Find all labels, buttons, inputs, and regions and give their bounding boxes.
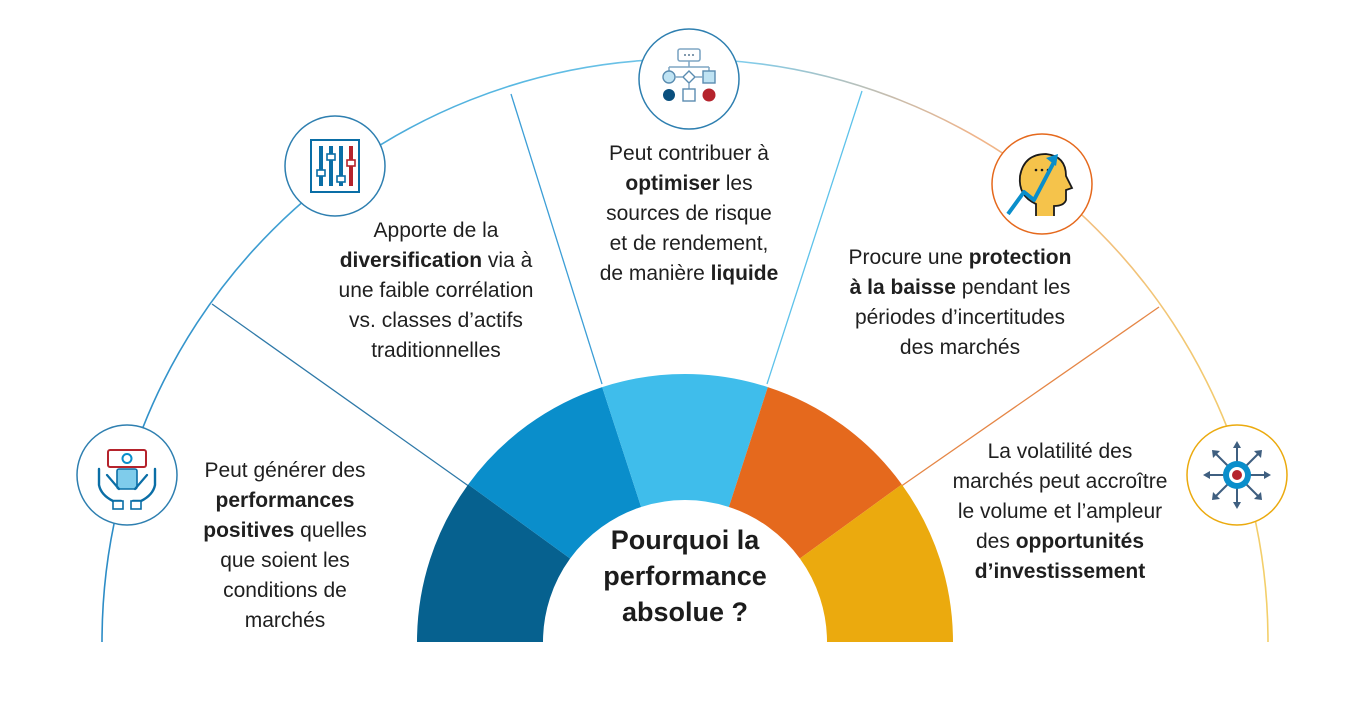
label-optimisation: Peut contribuer à optimiser les sources de… (566, 139, 812, 289)
label-line: sources de risque (566, 199, 812, 229)
donut-segment-protection (728, 387, 902, 559)
donut-segment-opportunites (799, 484, 953, 642)
center-title-line2: performance (603, 561, 767, 591)
center-title-line1: Pourquoi la (610, 525, 760, 555)
label-diversification: Apporte de la diversification via à une fa… (314, 216, 558, 366)
label-line: des marchés (816, 333, 1104, 363)
label-line: que soient les (170, 546, 400, 576)
label-line: d’investissement (920, 557, 1200, 587)
label-line: Peut contribuer à (566, 139, 812, 169)
label-line: à la baisse pendant les (816, 273, 1104, 303)
label-run: que soient les (220, 549, 350, 572)
label-line: périodes d’incertitudes (816, 303, 1104, 333)
label-line: le volume et l’ampleur (920, 497, 1200, 527)
label-line: positives quelles (170, 516, 400, 546)
center-title-line3: absolue ? (621, 597, 749, 627)
label-run: le volume et l’ampleur (957, 500, 1163, 523)
label-run: de manière (599, 262, 711, 285)
label-run: les (719, 172, 753, 195)
center-title: Pourquoi la performance absolue ? (560, 522, 810, 630)
label-bold-run: opportunités (1015, 530, 1145, 553)
label-run: marchés (244, 609, 326, 632)
label-performance: Peut générer des performances positives qu… (170, 456, 400, 636)
donut-segment-diversification (468, 387, 642, 559)
label-protection: Procure une protection à la baisse pendan… (816, 243, 1104, 363)
label-run: une faible corrélation (338, 279, 534, 302)
label-bold-run: optimiser (625, 172, 720, 195)
divider-line-4 (899, 306, 1160, 488)
label-run: conditions de (223, 579, 347, 602)
label-line: optimiser les (566, 169, 812, 199)
divider-line-2 (510, 93, 603, 385)
flowchart-icon (638, 28, 740, 130)
label-line: Peut générer des (170, 456, 400, 486)
donut-segment-optimisation (602, 374, 768, 507)
label-bold-run: d’investissement (974, 560, 1146, 583)
label-bold-run: à la baisse (849, 276, 956, 299)
label-line: vs. classes d’actifs (314, 306, 558, 336)
label-line: Apporte de la (314, 216, 558, 246)
hands-holding-money-icon (76, 424, 178, 526)
label-line: diversification via à (314, 246, 558, 276)
label-run: marchés peut accroître (952, 470, 1168, 493)
label-run: La volatilité des (987, 440, 1133, 463)
label-run: Apporte de la (373, 219, 499, 242)
label-line: conditions de (170, 576, 400, 606)
label-run: pendant les (955, 276, 1071, 299)
donut-segment-performance (417, 484, 571, 642)
equalizer-sliders-icon (284, 115, 386, 217)
label-bold-run: positives (203, 519, 295, 542)
label-bold-run: performances (215, 489, 355, 512)
label-line: marchés peut accroître (920, 467, 1200, 497)
label-line: une faible corrélation (314, 276, 558, 306)
label-run: des marchés (899, 336, 1021, 359)
divider-line-3 (766, 90, 863, 385)
target-arrows-icon (1186, 424, 1288, 526)
label-run: via à (482, 249, 533, 272)
label-run: périodes d’incertitudes (854, 306, 1066, 329)
label-line: marchés (170, 606, 400, 636)
head-growth-arrow-icon (991, 133, 1093, 235)
label-line: et de rendement, (566, 229, 812, 259)
label-line: des opportunités (920, 527, 1200, 557)
label-run: vs. classes d’actifs (349, 309, 523, 332)
label-run: sources de risque (606, 202, 772, 225)
label-bold-run: liquide (710, 262, 779, 285)
label-line: La volatilité des (920, 437, 1200, 467)
label-run: traditionnelles (371, 339, 501, 362)
label-opportunites: La volatilité des marchés peut accroître l… (920, 437, 1200, 587)
label-bold-run: protection (968, 246, 1072, 269)
label-run: quelles (294, 519, 367, 542)
label-line: Procure une protection (816, 243, 1104, 273)
label-run: Procure une (848, 246, 969, 269)
label-line: traditionnelles (314, 336, 558, 366)
label-bold-run: diversification (339, 249, 483, 272)
label-run: et de rendement, (609, 232, 769, 255)
label-run: Peut contribuer à (609, 142, 769, 165)
label-line: de manière liquide (566, 259, 812, 289)
label-line: performances (170, 486, 400, 516)
divider-line-1 (211, 303, 471, 488)
label-run: des (975, 530, 1016, 553)
label-run: Peut générer des (204, 459, 366, 482)
